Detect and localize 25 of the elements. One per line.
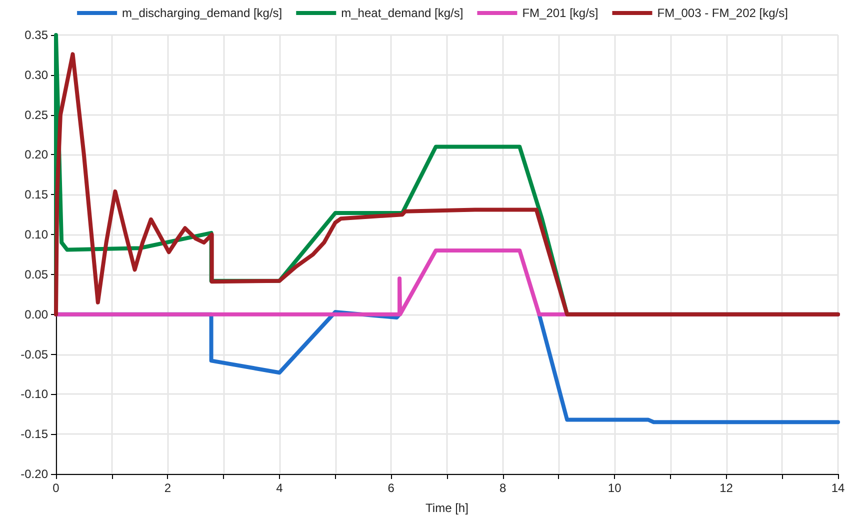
y-tick-label: -0.15 bbox=[20, 427, 48, 442]
y-tick-label: -0.20 bbox=[20, 467, 48, 481]
x-tick-label: 6 bbox=[388, 481, 395, 495]
x-tick-label: 10 bbox=[608, 481, 622, 495]
x-tick-label: 0 bbox=[52, 481, 60, 495]
y-tick-label: -0.10 bbox=[20, 387, 48, 402]
legend-label: m_heat_demand [kg/s] bbox=[341, 6, 464, 20]
x-tick-label: 4 bbox=[276, 481, 284, 495]
y-tick-label: 0.05 bbox=[24, 267, 48, 282]
y-tick-label: 0.35 bbox=[24, 28, 48, 42]
x-tick-label: 2 bbox=[164, 481, 172, 495]
x-tick-label: 8 bbox=[500, 481, 507, 495]
legend-label: FM_003 - FM_202 [kg/s] bbox=[657, 6, 788, 20]
y-tick-label: 0.15 bbox=[24, 188, 48, 202]
y-tick-label: 0.10 bbox=[24, 228, 48, 242]
x-tick-label: 12 bbox=[720, 481, 734, 495]
y-tick-label: 0.30 bbox=[24, 68, 48, 82]
x-axis-title: Time [h] bbox=[426, 501, 468, 515]
y-tick-label: 0.00 bbox=[24, 307, 48, 322]
y-tick-label: 0.25 bbox=[24, 108, 48, 122]
legend-label: FM_201 [kg/s] bbox=[522, 6, 598, 20]
legend-label: m_discharging_demand [kg/s] bbox=[122, 6, 282, 20]
y-tick-label: -0.05 bbox=[20, 347, 48, 362]
y-tick-label: 0.20 bbox=[24, 148, 48, 162]
x-tick-label: 14 bbox=[831, 481, 845, 495]
